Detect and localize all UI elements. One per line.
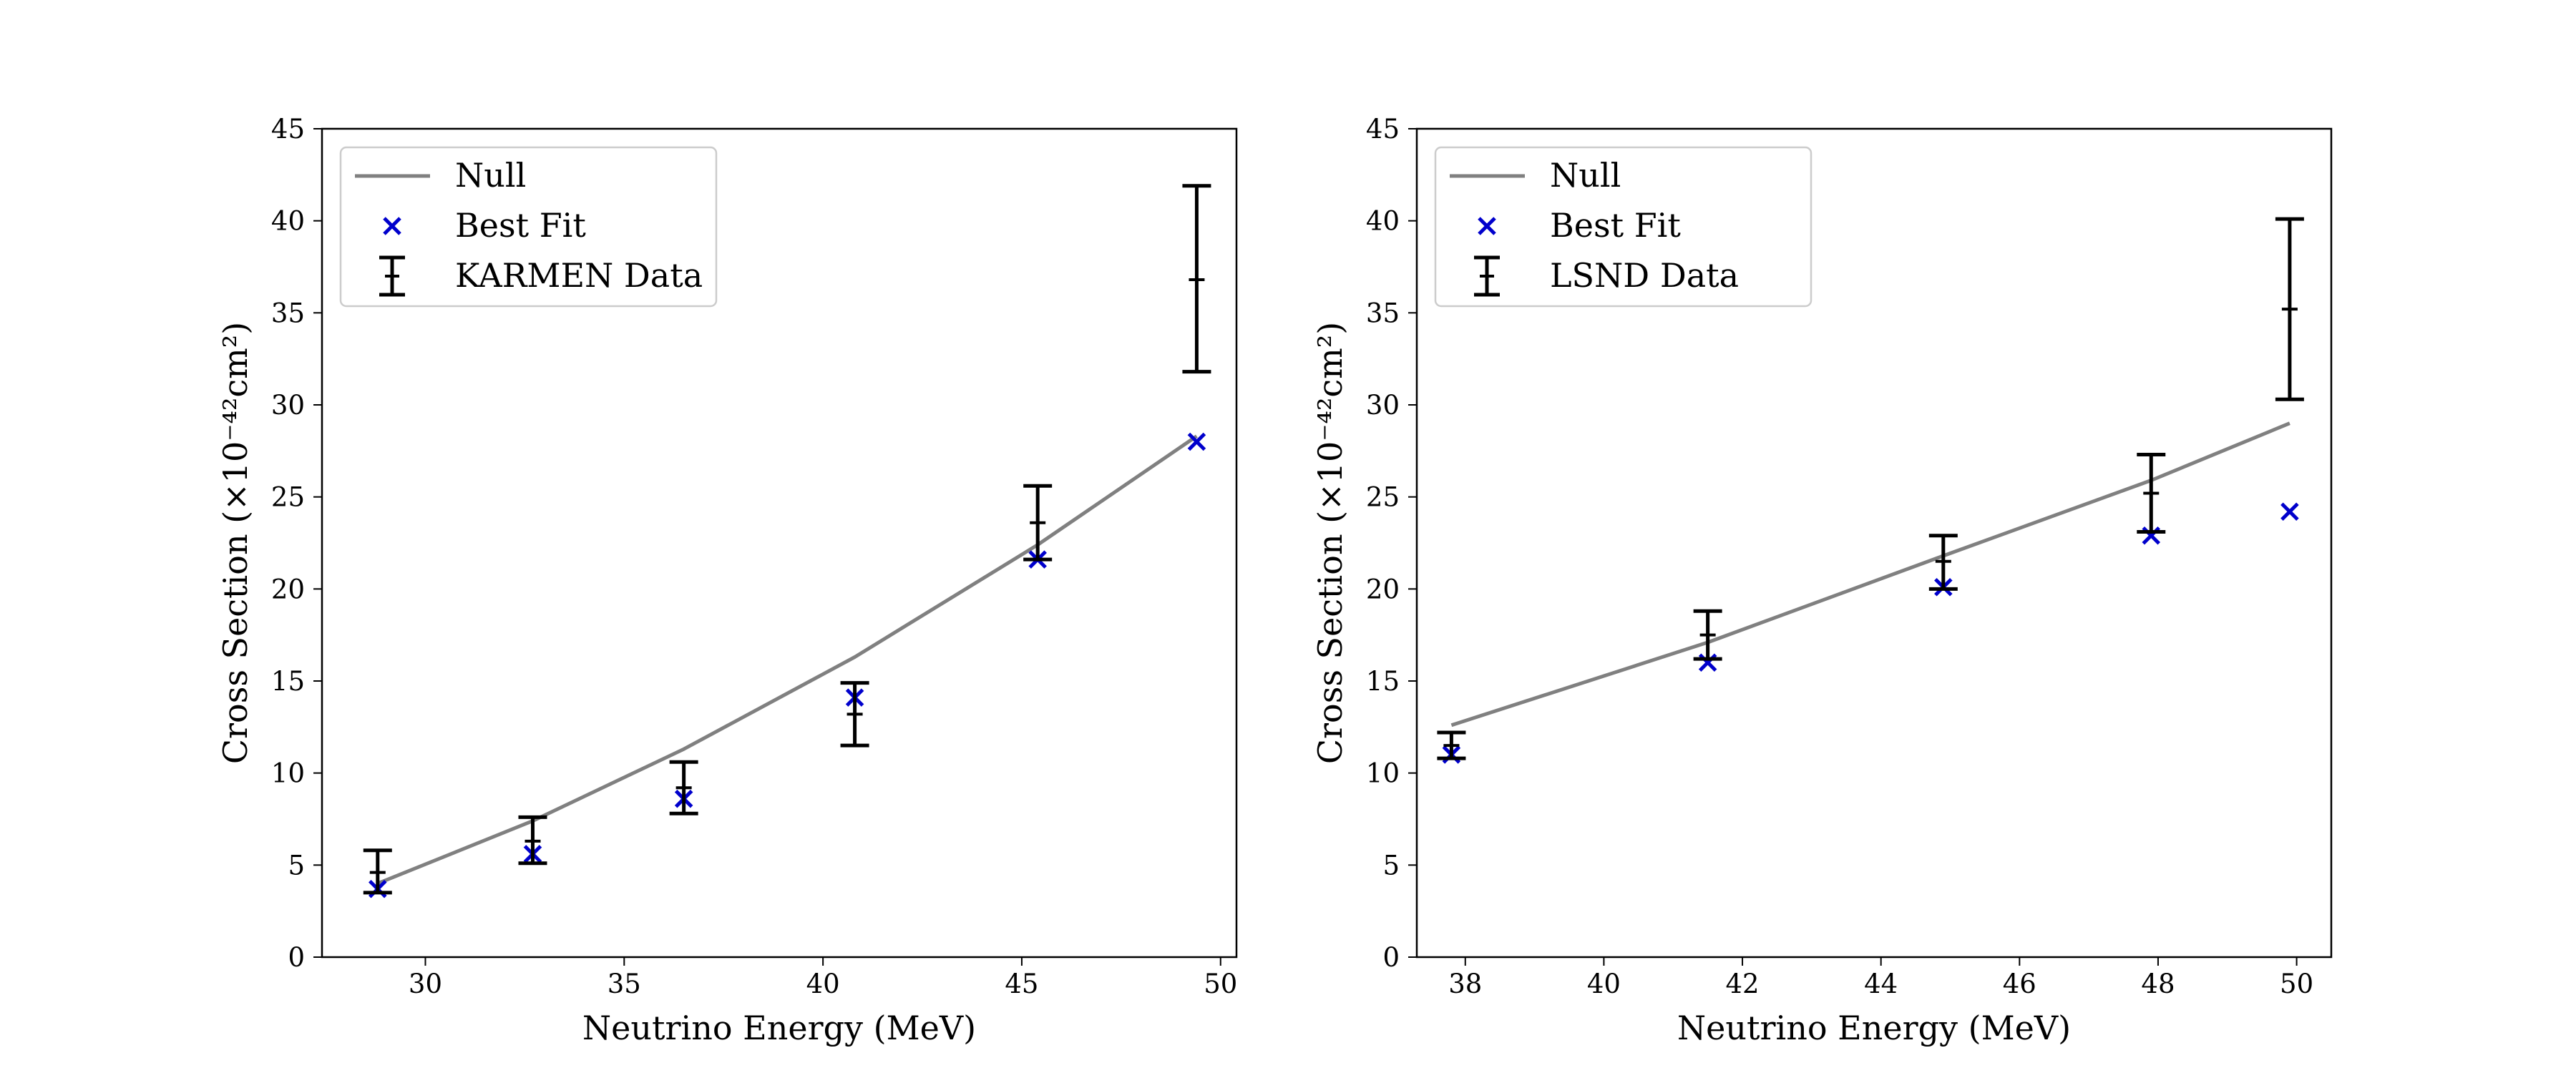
legend: Null Best Fit LSND Data xyxy=(1434,146,1813,308)
y-tick-label: 25 xyxy=(1366,482,1400,513)
legend-label: Null xyxy=(1550,156,1621,195)
marker-stroke xyxy=(1187,432,1206,451)
legend-label: KARMEN Data xyxy=(455,256,703,295)
x-tick-label: 50 xyxy=(1204,969,1237,999)
y-tick-label: 10 xyxy=(271,758,305,789)
y-tick-label: 45 xyxy=(271,114,305,144)
y-tick-label: 10 xyxy=(1366,758,1400,789)
data-errorbar xyxy=(363,848,392,895)
x-axis-label: Neutrino Energy (MeV) xyxy=(1677,1009,2071,1047)
x-tick-label: 50 xyxy=(2280,969,2313,999)
x-tick-label: 44 xyxy=(1864,969,1898,999)
data-errorbar xyxy=(669,760,698,815)
data-errorbar xyxy=(1182,184,1211,374)
legend-frame xyxy=(339,146,718,308)
x-tick-label: 38 xyxy=(1448,969,1482,999)
data-errorbar xyxy=(1437,730,1466,760)
null-series-line xyxy=(376,434,1198,886)
axes-frame xyxy=(1415,127,2333,959)
y-axis-label: Cross Section (×10⁻⁴²cm²) xyxy=(216,322,255,764)
y-tick-label: 20 xyxy=(1366,574,1400,604)
data-errorbar xyxy=(1023,484,1053,562)
y-axis-label: Cross Section (×10⁻⁴²cm²) xyxy=(1311,322,1350,764)
legend-label: Best Fit xyxy=(1550,206,1681,245)
legend-label: Null xyxy=(455,156,526,195)
x-tick-label: 46 xyxy=(2003,969,2036,999)
y-tick-label: 30 xyxy=(271,390,305,421)
y-tick-label: 15 xyxy=(271,666,305,697)
y-tick-label: 5 xyxy=(1382,850,1400,881)
y-tick-label: 5 xyxy=(288,850,305,881)
legend-marker-handle xyxy=(383,217,401,235)
y-tick-label: 45 xyxy=(1366,114,1400,144)
legend-label: LSND Data xyxy=(1550,256,1739,295)
x-tick-label: 45 xyxy=(1005,969,1038,999)
y-tick-label: 35 xyxy=(1366,298,1400,328)
y-tick-label: 20 xyxy=(271,574,305,604)
data-errorbar xyxy=(840,681,869,748)
data-errorbar xyxy=(1928,534,1958,591)
y-tick-label: 40 xyxy=(1366,206,1400,237)
y-tick-label: 30 xyxy=(1366,390,1400,421)
x-tick-label: 42 xyxy=(1725,969,1759,999)
x-tick-label: 40 xyxy=(806,969,840,999)
x-tick-label: 35 xyxy=(608,969,641,999)
x-tick-label: 48 xyxy=(2141,969,2175,999)
x-tick-label: 30 xyxy=(409,969,442,999)
data-errorbar xyxy=(2137,452,2166,534)
best-fit-marker xyxy=(2280,502,2299,521)
legend-label: Best Fit xyxy=(455,206,586,245)
karmen-panel: 30 35 40 45 50 0 5 10 15 20 25 30 35 40 45 Neutrino Ene… xyxy=(216,114,1237,1047)
x-tick-label: 40 xyxy=(1587,969,1621,999)
legend: Null Best Fit KARMEN Data xyxy=(339,146,718,308)
y-tick-label: 35 xyxy=(271,298,305,328)
data-errorbar xyxy=(2275,217,2304,401)
y-tick-label: 0 xyxy=(1382,942,1400,973)
x-axis-label: Neutrino Energy (MeV) xyxy=(582,1009,976,1047)
lsnd-panel: 38 40 42 44 46 48 50 0 5 10 15 20 25 30 35 40 45 Neutrino… xyxy=(1311,114,2333,1047)
y-tick-label: 15 xyxy=(1366,666,1400,697)
legend-frame xyxy=(1434,146,1813,308)
legend-marker-handle xyxy=(1478,217,1496,235)
best-fit-marker xyxy=(1187,432,1206,451)
y-tick-label: 40 xyxy=(271,206,305,237)
data-errorbar xyxy=(518,815,547,866)
y-tick-label: 0 xyxy=(288,942,305,973)
marker-stroke xyxy=(2280,502,2299,521)
axes-frame xyxy=(321,127,1238,959)
y-tick-label: 25 xyxy=(271,482,305,513)
null-series-line xyxy=(1450,421,2290,727)
data-errorbar xyxy=(1693,609,1722,661)
